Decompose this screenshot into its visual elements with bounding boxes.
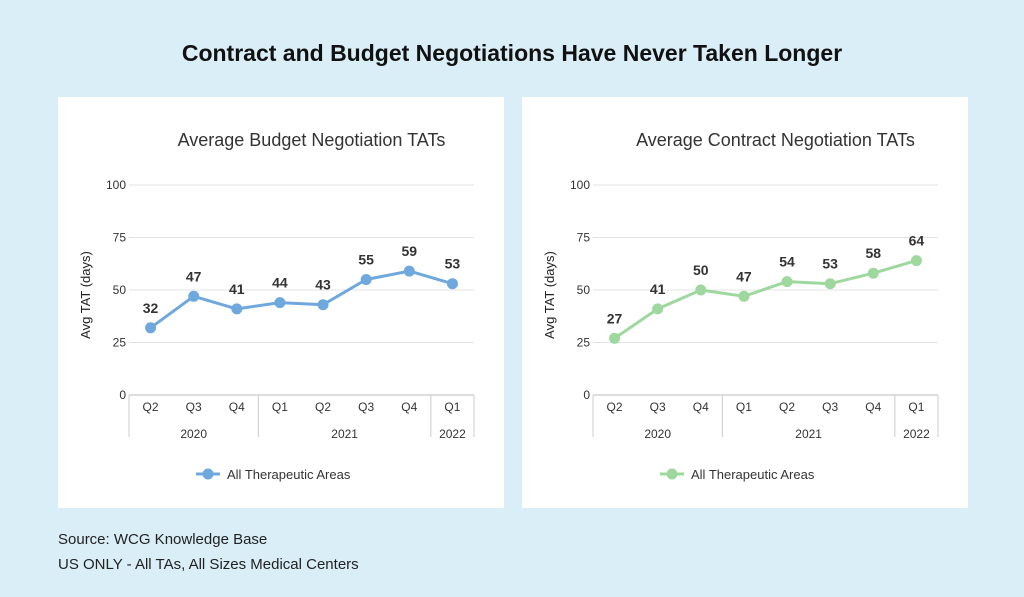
x-group-label: 2022 [439,427,466,441]
legend-label: All Therapeutic Areas [227,467,351,482]
legend-marker [202,468,214,480]
source-note: Source: WCG Knowledge Base [58,531,268,548]
y-tick-label: 25 [577,336,591,350]
x-group-label: 2021 [795,427,822,441]
x-group-label: 2022 [903,427,930,441]
data-point [231,303,243,315]
x-tick-label: Q2 [143,400,159,414]
x-tick-label: Q1 [272,400,288,414]
data-label: 47 [736,268,752,284]
y-tick-label: 100 [570,178,590,192]
data-label: 59 [402,243,418,259]
x-tick-label: Q4 [865,400,881,414]
x-tick-label: Q3 [650,400,666,414]
data-point [446,278,458,290]
x-tick-label: Q4 [693,400,709,414]
y-tick-label: 100 [106,178,126,192]
data-label: 41 [229,281,245,297]
y-tick-label: 50 [113,283,127,297]
data-point [188,290,200,302]
x-tick-label: Q1 [736,400,752,414]
x-tick-label: Q3 [186,400,202,414]
y-tick-label: 50 [577,283,591,297]
x-group-label: 2020 [644,427,671,441]
data-label: 55 [358,252,374,268]
data-label: 53 [445,256,461,272]
y-tick-label: 75 [577,231,591,245]
legend-label: All Therapeutic Areas [691,467,815,482]
series-line [149,269,453,330]
x-tick-label: Q3 [822,400,838,414]
y-tick-label: 75 [113,231,127,245]
data-point [695,284,707,296]
chart-title: Average Budget Negotiation TATs [178,130,446,150]
budget-chart-panel: Average Budget Negotiation TATs 0 25 50 75 10… [58,97,504,508]
data-label: 41 [650,281,666,297]
data-point [738,290,750,302]
data-point [652,303,664,315]
contract-chart-panel: Average Contract Negotiation TATs 0 25 50 75… [522,97,968,508]
y-tick-label: 0 [583,388,590,402]
chart-title: Average Contract Negotiation TATs [636,130,915,150]
data-point [145,322,157,334]
data-label: 58 [866,245,882,261]
data-label: 32 [143,300,159,316]
x-tick-label: Q2 [315,400,331,414]
data-label: 43 [315,277,331,293]
x-group-label: 2021 [331,427,358,441]
data-point [317,299,329,311]
data-label: 54 [779,254,795,270]
y-tick-label: 0 [119,388,126,402]
x-group-label: 2020 [180,427,207,441]
data-label: 64 [909,233,925,249]
data-point [274,297,286,309]
data-point [403,265,415,277]
page-title: Contract and Budget Negotiations Have Ne… [181,40,843,66]
x-tick-label: Q1 [444,400,460,414]
budget-negotiation-chart: Average Budget Negotiation TATs 0 25 50 75 10… [78,130,475,482]
data-label: 27 [607,310,623,326]
data-label: 44 [272,275,288,291]
data-point [910,255,922,267]
data-point [867,267,879,279]
series-line [613,259,917,340]
x-tick-label: Q4 [229,400,245,414]
y-tick-label: 25 [113,336,127,350]
x-tick-label: Q4 [401,400,417,414]
data-point [609,332,621,344]
x-tick-label: Q2 [607,400,623,414]
y-axis-title: Avg TAT (days) [78,251,93,339]
y-axis-title: Avg TAT (days) [542,251,557,339]
scope-note: US ONLY - All TAs, All Sizes Medical Cen… [58,556,359,573]
data-point [824,278,836,290]
x-tick-label: Q2 [779,400,795,414]
x-tick-label: Q1 [908,400,924,414]
contract-negotiation-chart: Average Contract Negotiation TATs 0 25 50 75… [542,130,939,482]
data-point [360,274,372,285]
data-label: 47 [186,268,202,284]
data-label: 53 [822,256,838,272]
x-tick-label: Q3 [358,400,374,414]
data-point [781,276,793,288]
legend-marker [666,468,678,480]
data-label: 50 [693,262,709,278]
